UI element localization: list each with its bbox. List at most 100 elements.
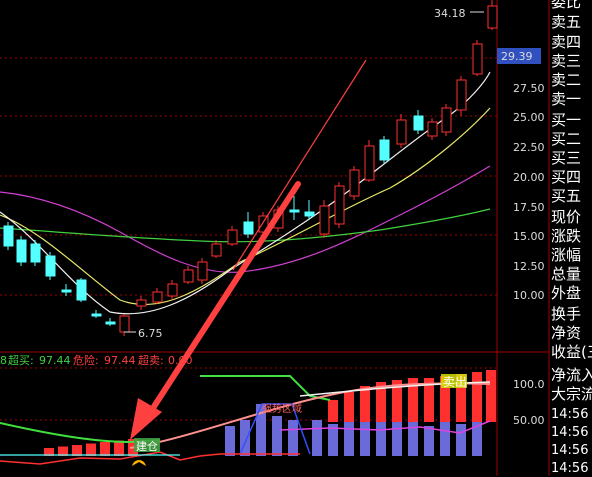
candle[interactable] <box>91 310 102 318</box>
axis-label: 22.50 <box>513 141 545 154</box>
candle[interactable] <box>289 196 300 220</box>
candle-body <box>441 107 452 133</box>
axis-label: 20.00 <box>513 171 545 184</box>
candle[interactable] <box>30 240 41 266</box>
trade-time: 14:56 <box>551 461 589 476</box>
candle[interactable] <box>76 278 87 302</box>
indicator-bar <box>225 426 235 456</box>
indicator-bar <box>472 372 482 422</box>
candle[interactable] <box>105 318 116 326</box>
indicator-bar <box>440 422 450 456</box>
candle[interactable] <box>487 0 498 30</box>
indicator-bar <box>360 386 370 422</box>
price-axis: 29.39 27.50 25.00 22.50 20.00 17.50 15.0… <box>497 48 545 302</box>
candle-body <box>456 79 467 111</box>
candle[interactable] <box>45 252 56 280</box>
candle-body <box>427 121 438 137</box>
indicator-axis-label: 50.00 <box>513 414 545 427</box>
ma-magenta-line <box>0 165 491 273</box>
candle[interactable] <box>396 114 407 148</box>
candle-body <box>243 221 254 235</box>
trade-time: 14:56 <box>551 425 589 440</box>
candle[interactable] <box>413 110 424 134</box>
magenta-indicator-line <box>279 420 491 434</box>
candle[interactable] <box>334 182 345 228</box>
indicator-bar <box>272 416 282 456</box>
sell-signal-box <box>441 374 467 388</box>
indicator-axis-label: 100.0 <box>513 378 545 391</box>
candle-body <box>304 211 315 217</box>
candle[interactable] <box>152 288 163 304</box>
candle-body <box>289 209 300 213</box>
candle[interactable] <box>364 140 375 182</box>
candle-body <box>167 283 178 297</box>
indicator-bar <box>328 400 338 422</box>
candle-body <box>183 269 194 283</box>
indicator-bar <box>408 420 418 456</box>
candle[interactable] <box>472 40 483 76</box>
sidebar-label: 涨幅 <box>551 246 582 264</box>
sidebar-label: 卖四 <box>551 33 582 51</box>
indicator-bar <box>424 378 434 422</box>
ma-white-line <box>0 71 491 315</box>
indicator-bar <box>72 445 82 456</box>
sidebar-label: 净资 <box>551 324 582 342</box>
candle[interactable] <box>349 166 360 200</box>
strong-zone-label: 强势区域 <box>262 402 302 415</box>
candle[interactable] <box>119 314 130 336</box>
indicator-prefix: 8 <box>0 354 7 367</box>
axis-label: 10.00 <box>513 289 545 302</box>
candle-body <box>30 243 41 263</box>
candle[interactable] <box>243 212 254 238</box>
indicator-bar <box>344 420 354 456</box>
candle-body <box>76 279 87 301</box>
candle[interactable] <box>136 296 147 310</box>
current-price: 29.39 <box>501 50 533 63</box>
axis-label: 25.00 <box>513 111 545 124</box>
candle[interactable] <box>441 104 452 136</box>
low-price-label: 6.75 <box>138 327 163 340</box>
candle-body <box>3 225 14 247</box>
candlesticks[interactable] <box>3 0 498 336</box>
overbuy-value: 97.44 <box>39 354 71 367</box>
indicator-bar <box>44 448 54 456</box>
candle[interactable] <box>183 266 194 284</box>
candle[interactable] <box>167 280 178 300</box>
candle[interactable] <box>227 226 238 246</box>
candle[interactable] <box>304 200 315 220</box>
moving-averages <box>0 71 491 315</box>
candle[interactable] <box>211 240 222 258</box>
candle-body <box>105 321 116 325</box>
candle-body <box>487 5 498 29</box>
indicator-bar <box>376 420 386 456</box>
candle[interactable] <box>379 136 390 164</box>
indicator-bar <box>456 424 466 456</box>
indicator-header: 8 超买: 97.44 危险: 97.44 超卖: 0.00 <box>0 353 193 367</box>
candle[interactable] <box>16 236 27 266</box>
axis-label: 17.50 <box>513 201 545 214</box>
indicator-bar <box>360 418 370 456</box>
candle-body <box>61 289 72 293</box>
candle-body <box>91 313 102 317</box>
candle-body <box>16 239 27 263</box>
candle-body <box>319 205 330 235</box>
order-book-sidebar: 委比 卖五 卖四 卖三 卖二 卖一 买一 买二 买三 买四 买五 现价 涨跌 涨… <box>549 0 592 476</box>
candle-body <box>197 261 208 281</box>
candle-body <box>136 299 147 307</box>
candle[interactable] <box>3 222 14 250</box>
indicator-bar <box>288 420 298 456</box>
candle[interactable] <box>197 258 208 284</box>
candle[interactable] <box>456 76 467 116</box>
current-price-box <box>497 48 541 64</box>
sidebar-label: 卖二 <box>551 71 582 89</box>
indicator-bar <box>472 420 482 456</box>
candle[interactable] <box>427 118 438 140</box>
indicator-bar <box>240 420 250 456</box>
sidebar-label: 总量 <box>551 265 582 283</box>
candle[interactable] <box>61 284 72 296</box>
sidebar-label: 外盘 <box>551 284 582 302</box>
candle[interactable] <box>319 200 330 238</box>
indicator-bar <box>86 443 96 456</box>
high-price-label: 34.18 <box>434 7 466 20</box>
